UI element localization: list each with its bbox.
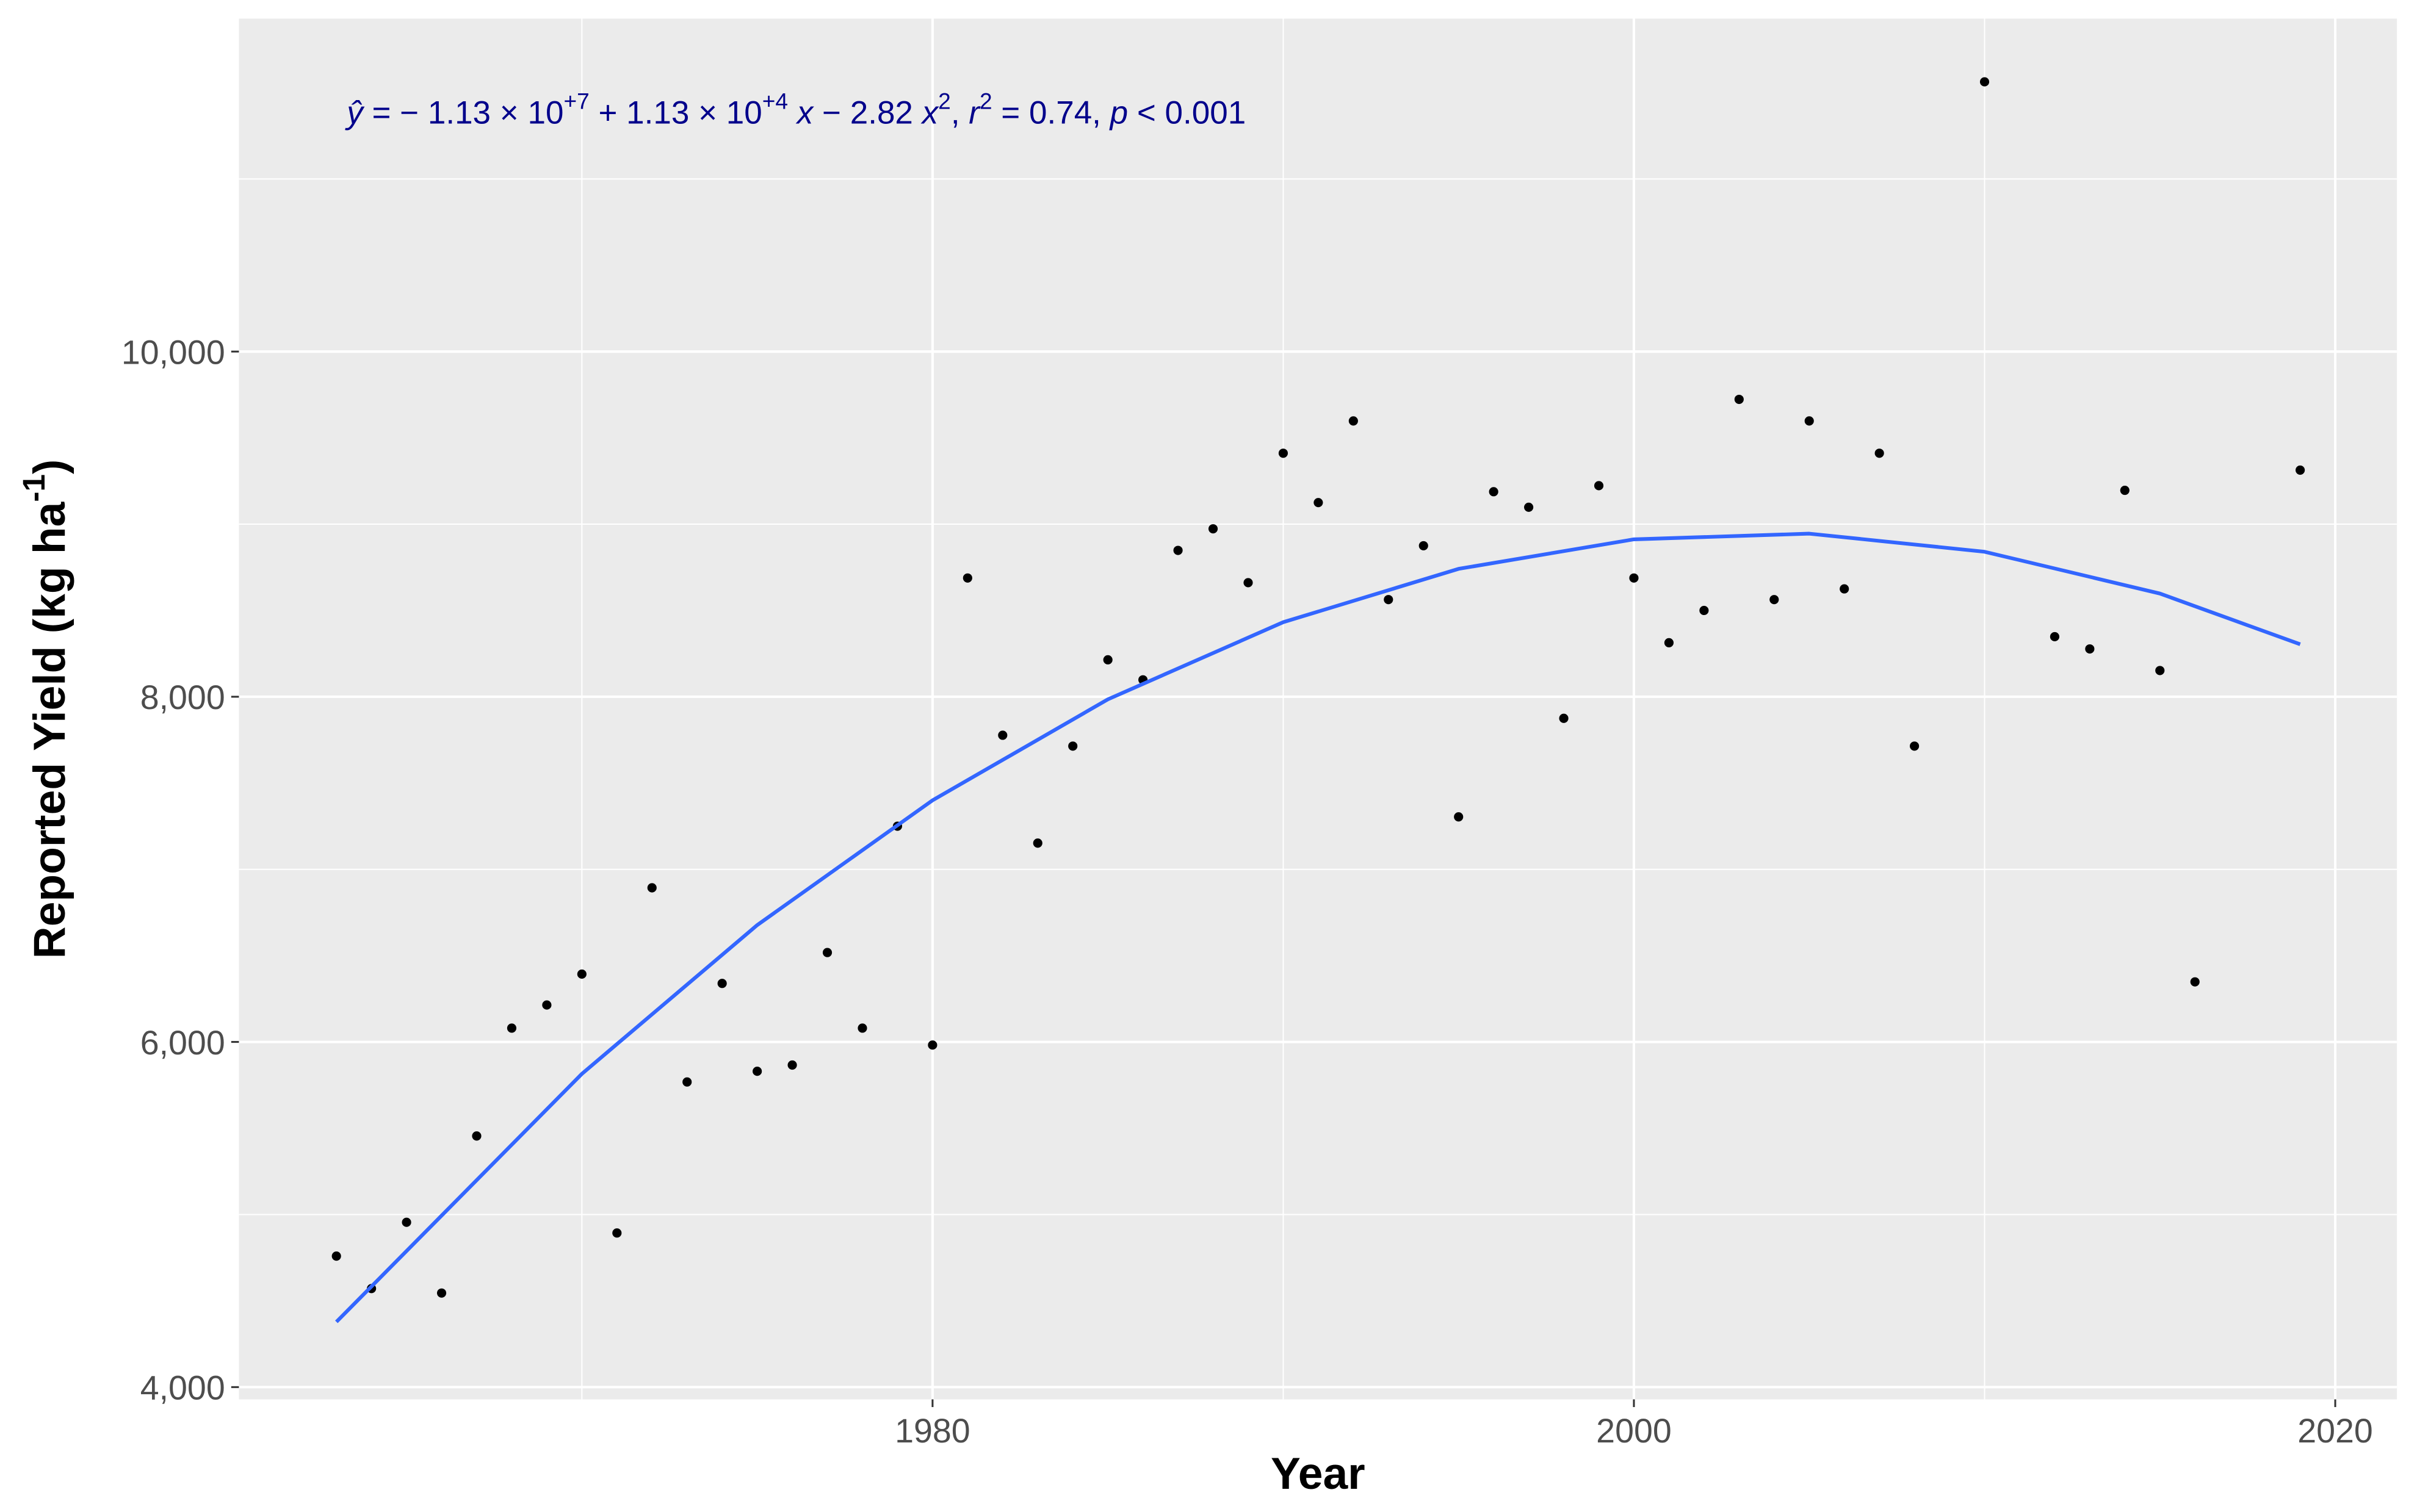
point: [1384, 595, 1393, 605]
point: [1243, 578, 1253, 588]
text-segment: 2: [980, 88, 992, 113]
y-axis-title: Reported Yield (kg ha-1): [16, 459, 74, 959]
point: [1559, 713, 1569, 723]
point: [402, 1217, 411, 1227]
point: [2190, 977, 2200, 987]
point: [1629, 573, 1639, 583]
text-segment: -1: [16, 474, 51, 502]
point: [1208, 524, 1218, 534]
point: [1979, 77, 1990, 87]
point: [1103, 655, 1113, 664]
point: [1910, 741, 1920, 751]
text-segment: + 1.13 × 10: [590, 95, 762, 131]
point: [1348, 416, 1358, 426]
x-tick-label: 2000: [1596, 1412, 1672, 1450]
point: [2155, 666, 2165, 675]
point: [682, 1077, 692, 1087]
point: [1699, 605, 1709, 616]
text-segment: Reported Yield (kg ha: [24, 501, 74, 959]
point: [472, 1131, 482, 1141]
point: [2050, 632, 2059, 642]
point: [1594, 481, 1604, 491]
text-segment: = − 1.13 × 10: [363, 95, 564, 131]
point: [1454, 812, 1464, 822]
point: [928, 1040, 938, 1050]
x-axis-title: Year: [1271, 1449, 1365, 1499]
y-tick-label: 8,000: [140, 679, 225, 716]
point: [2120, 486, 2130, 495]
point: [1033, 838, 1042, 848]
point: [1734, 394, 1744, 405]
point: [436, 1288, 447, 1298]
point: [822, 948, 833, 957]
point: [1840, 584, 1849, 594]
point: [612, 1228, 622, 1238]
point: [647, 883, 657, 893]
text-segment: ): [24, 459, 74, 474]
point: [1769, 595, 1779, 605]
fit-line: [335, 531, 2301, 1323]
point: [577, 969, 587, 979]
text-segment: − 2.82: [813, 95, 922, 131]
x-tick-label: 1980: [895, 1412, 970, 1450]
text-segment: ŷ: [345, 95, 365, 131]
point: [507, 1023, 517, 1033]
point: [787, 1060, 797, 1070]
point: [2296, 465, 2305, 475]
point: [717, 979, 727, 988]
text-segment: x: [795, 95, 815, 131]
point: [2085, 644, 2095, 654]
text-segment: r: [969, 95, 981, 131]
point: [1524, 502, 1534, 512]
annotation: ŷ = − 1.13 × 10+7 + 1.13 × 10+4 x − 2.82…: [345, 88, 1246, 131]
text-segment: +4: [762, 88, 788, 113]
point: [1804, 416, 1814, 426]
point: [331, 1251, 341, 1261]
text-segment: p: [1109, 95, 1129, 131]
point: [1278, 448, 1288, 458]
point: [753, 1067, 762, 1076]
text-segment: x: [920, 95, 940, 131]
panel: [239, 18, 2397, 1400]
point: [542, 1000, 552, 1010]
point: [1489, 487, 1498, 497]
point: [998, 730, 1008, 740]
point: [1418, 541, 1428, 550]
point: [1313, 498, 1323, 508]
text-segment: = 0.74,: [992, 95, 1110, 131]
x-tick-label: 2020: [2297, 1412, 2373, 1450]
point: [1874, 448, 1884, 458]
y-tick-label: 4,000: [140, 1369, 225, 1407]
point: [1664, 638, 1674, 647]
point: [1068, 741, 1078, 751]
y-tick-label: 10,000: [121, 333, 225, 371]
text-segment: [788, 95, 797, 131]
point: [1173, 545, 1183, 555]
y-tick-label: 6,000: [140, 1024, 225, 1062]
point: [858, 1023, 867, 1033]
text-segment: 2: [938, 88, 951, 113]
point: [963, 573, 972, 583]
text-segment: +7: [563, 88, 589, 113]
text-segment: ,: [951, 95, 969, 131]
text-segment: < 0.001: [1128, 95, 1246, 131]
